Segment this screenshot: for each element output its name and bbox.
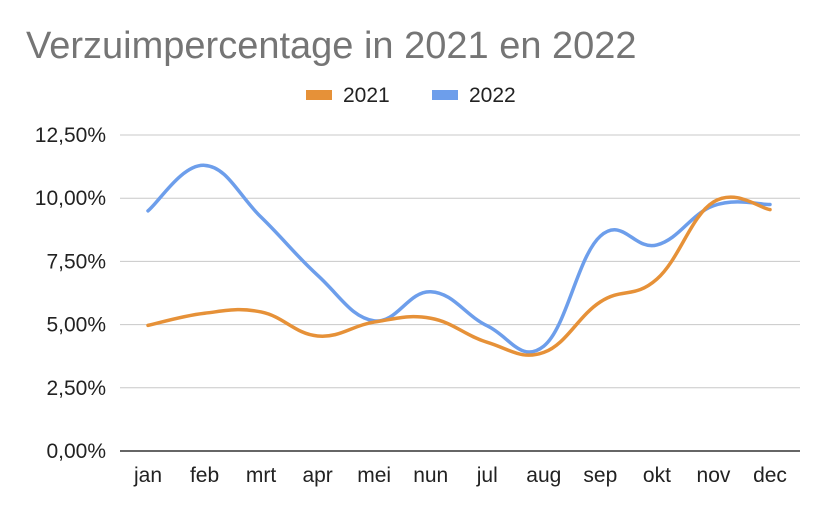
series-lines	[146, 163, 772, 357]
legend-swatch	[432, 90, 458, 100]
legend: 2021 2022	[306, 84, 516, 107]
legend-label: 2021	[343, 84, 390, 107]
x-tick-label: feb	[190, 464, 219, 487]
y-tick-label: 12,50%	[35, 124, 106, 147]
x-axis: jan feb mrt apr mei nun jul aug sep okt nov dec	[133, 464, 787, 487]
x-tick-label: nov	[697, 464, 731, 487]
x-tick-label: jan	[133, 464, 162, 487]
y-tick-label: 0,00%	[46, 440, 106, 463]
x-tick-label: apr	[302, 464, 332, 487]
y-tick-label: 2,50%	[46, 377, 106, 400]
legend-swatch	[306, 90, 332, 100]
y-tick-label: 10,00%	[35, 187, 106, 210]
legend-label: 2022	[469, 84, 516, 107]
series-line-2021	[146, 195, 772, 357]
x-tick-label: okt	[643, 464, 671, 487]
gridlines	[120, 134, 800, 452]
x-tick-label: dec	[753, 464, 787, 487]
chart-title: Verzuimpercentage in 2021 en 2022	[26, 25, 637, 67]
x-tick-label: sep	[583, 464, 617, 487]
y-tick-label: 7,50%	[46, 250, 106, 273]
x-tick-label: nun	[413, 464, 448, 487]
x-tick-label: jul	[476, 464, 498, 487]
y-axis: 0,00% 2,50% 5,00% 7,50% 10,00% 12,50%	[35, 124, 106, 463]
series-line-2022	[146, 163, 772, 354]
x-tick-label: mei	[357, 464, 391, 487]
x-tick-label: aug	[526, 464, 561, 487]
x-tick-label: mrt	[246, 464, 276, 487]
y-tick-label: 5,00%	[46, 314, 106, 337]
